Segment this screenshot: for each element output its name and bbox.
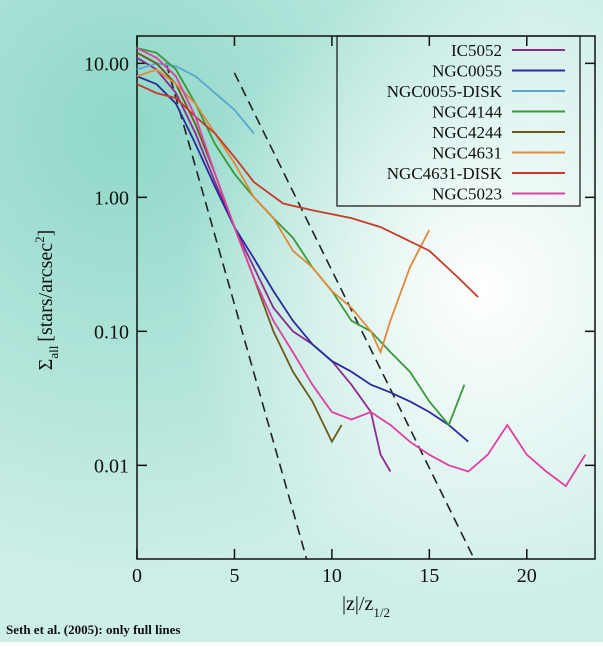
series-line [136,75,469,443]
y-axis-label: Σall [stars/arcsec2] [32,230,61,371]
legend-label: NGC4631-DISK [387,164,503,183]
legend-label: NGC0055-DISK [387,82,503,101]
y-label-part: ] [35,230,57,237]
y-tick-label: 0.01 [94,455,129,477]
y-tick-label: 1.00 [94,187,129,209]
x-label-part: |z|/z [342,593,373,615]
series-line [136,47,587,488]
y-tick-label: 0.10 [94,321,129,343]
reference-line [165,63,308,560]
legend-label: NGC0055 [432,62,502,81]
series-line [136,57,392,472]
legend-label: NGC5023 [432,185,502,204]
legend-label: IC5052 [451,41,502,60]
x-tick-label: 15 [419,565,439,587]
reference-line [233,72,475,560]
y-tick-label: 10.00 [84,53,129,75]
y-label-part: [stars/arcsec [35,243,57,342]
legend-label: NGC4631 [432,144,502,163]
y-label-part: 2 [32,236,47,243]
series-line [136,83,479,298]
legend-box [336,35,581,207]
x-tick-label: 0 [132,565,142,587]
series-line [136,68,431,355]
legend-label: NGC4144 [432,103,502,122]
y-label-part: all [46,345,61,358]
x-axis-label: |z|/z1/2 [342,593,390,620]
y-label-part: Σ [35,359,57,371]
legend-label: NGC4244 [432,123,502,142]
series-line [136,47,466,427]
x-tick-label: 10 [322,565,342,587]
x-tick-label: 20 [517,565,537,587]
x-tick-label: 5 [229,565,239,587]
footnote: Seth et al. (2005): only full lines [6,622,180,637]
x-label-part: 1/2 [373,605,390,620]
